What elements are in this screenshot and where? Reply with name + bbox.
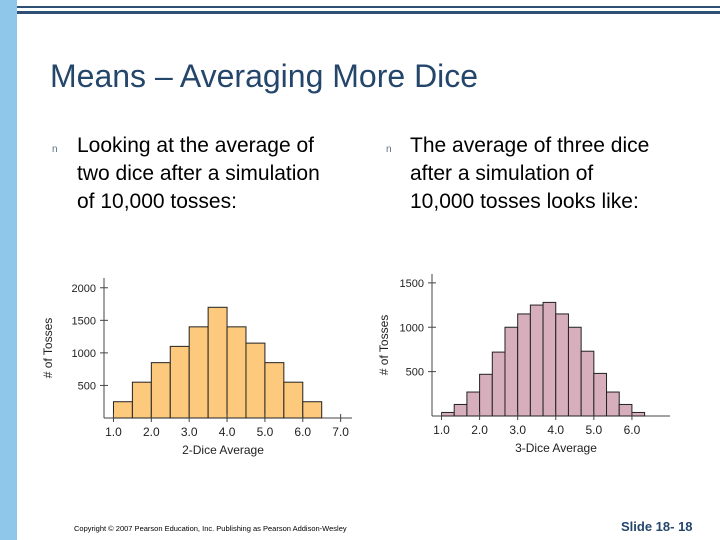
histogram-bar	[479, 373, 493, 417]
x-tick-label: 4.0	[219, 425, 236, 439]
histogram-bar	[441, 411, 455, 417]
x-tick-label: 4.0	[547, 423, 564, 437]
y-tick-label: 500	[78, 380, 96, 392]
footer-copyright: Copyright © 2007 Pearson Education, Inc.…	[74, 524, 347, 533]
histogram-bar	[618, 403, 633, 417]
histogram-bar	[504, 326, 519, 417]
x-tick-label: 6.0	[294, 425, 311, 439]
two-dice-histogram: 500 1000 1500 2000 1.0 2.0 3.0 4.0 5.0 6.0 7.0 2-Di…	[41, 278, 352, 457]
side-accent-bar	[0, 0, 17, 540]
bullet-text-1: Looking at the average of two dice after…	[77, 132, 320, 216]
histogram-bar	[112, 401, 133, 419]
top-rule-thick	[17, 11, 720, 14]
histogram-bar	[631, 411, 646, 417]
histogram-bar	[283, 381, 304, 419]
bullet2-line-2: after a simulation of	[410, 162, 594, 185]
y-tick-label: 1000	[400, 322, 424, 334]
histogram-bar	[226, 326, 247, 419]
x-tick-label: 5.0	[585, 423, 602, 437]
histogram-bar	[150, 362, 171, 419]
histogram-bar	[207, 306, 228, 419]
histogram-bar	[555, 313, 569, 417]
histogram-bar	[453, 403, 468, 417]
histogram-bar	[529, 304, 544, 417]
x-tick-label: 3.0	[509, 423, 526, 437]
histogram-bar	[517, 313, 531, 417]
x-tick-label: 1.0	[433, 423, 450, 437]
histogram-bar	[245, 342, 266, 419]
bullet2-line-1: The average of three dice	[410, 134, 650, 157]
bullet2-line-3: 10,000 tosses looks like:	[410, 190, 639, 213]
x-axis-title: 3-Dice Average	[515, 441, 597, 455]
slide-title: Means – Averaging More Dice	[50, 58, 479, 94]
y-tick-label: 1500	[72, 315, 96, 327]
y-axis-title: # of Tosses	[377, 315, 391, 375]
histogram-bar	[606, 391, 620, 417]
three-dice-histogram: 500 1000 1500 1.0 2.0 3.0 4.0 5.0 6.0 3-Dice Aver…	[377, 274, 670, 455]
histogram-bar	[491, 351, 506, 417]
x-tick-label: 7.0	[332, 425, 349, 439]
footer-slide-number: Slide 18- 18	[621, 519, 693, 534]
x-tick-label: 1.0	[105, 425, 122, 439]
histogram-bar	[593, 372, 608, 417]
bullet1-line-3: of 10,000 tosses:	[77, 190, 237, 213]
bullet1-line-1: Looking at the average of	[77, 134, 315, 157]
histogram-bar	[169, 345, 190, 419]
y-tick-label: 1000	[72, 348, 96, 360]
histogram-bar	[264, 362, 285, 419]
bullet-marker-2: n	[386, 144, 392, 155]
bullet1-line-2: two dice after a simulation	[77, 162, 320, 185]
x-tick-label: 6.0	[624, 423, 641, 437]
x-tick-label: 2.0	[471, 423, 488, 437]
histogram-bar	[131, 381, 152, 419]
x-tick-label: 2.0	[143, 425, 160, 439]
histogram-bar	[567, 326, 582, 417]
histogram-bar	[302, 401, 323, 419]
bullet-marker-1: n	[52, 144, 58, 155]
top-rule-thin	[17, 6, 720, 8]
y-tick-label: 2000	[72, 283, 96, 295]
y-axis-title: # of Tosses	[41, 318, 55, 378]
x-tick-label: 5.0	[257, 425, 274, 439]
bullet-text-2: The average of three dice after a simula…	[410, 132, 649, 216]
histogram-bar	[188, 326, 209, 419]
histogram-bar	[580, 350, 595, 417]
y-tick-label: 1500	[400, 278, 424, 290]
histogram-bar	[542, 301, 557, 417]
x-tick-label: 3.0	[181, 425, 198, 439]
histogram-bar	[466, 391, 481, 417]
x-axis-title: 2-Dice Average	[182, 443, 264, 457]
y-tick-label: 500	[406, 367, 424, 379]
